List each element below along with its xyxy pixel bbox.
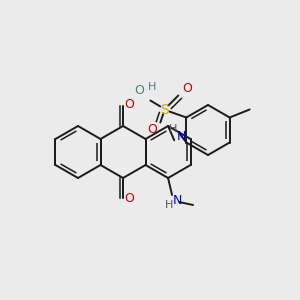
Text: O: O <box>134 84 144 97</box>
Text: O: O <box>124 193 134 206</box>
Text: O: O <box>147 123 157 136</box>
Text: H: H <box>169 124 177 134</box>
Text: O: O <box>182 82 192 95</box>
Text: S: S <box>160 103 169 116</box>
Text: H: H <box>148 82 157 92</box>
Text: H: H <box>165 200 173 210</box>
Text: N: N <box>172 194 182 206</box>
Text: O: O <box>124 98 134 112</box>
Text: N: N <box>176 130 186 143</box>
